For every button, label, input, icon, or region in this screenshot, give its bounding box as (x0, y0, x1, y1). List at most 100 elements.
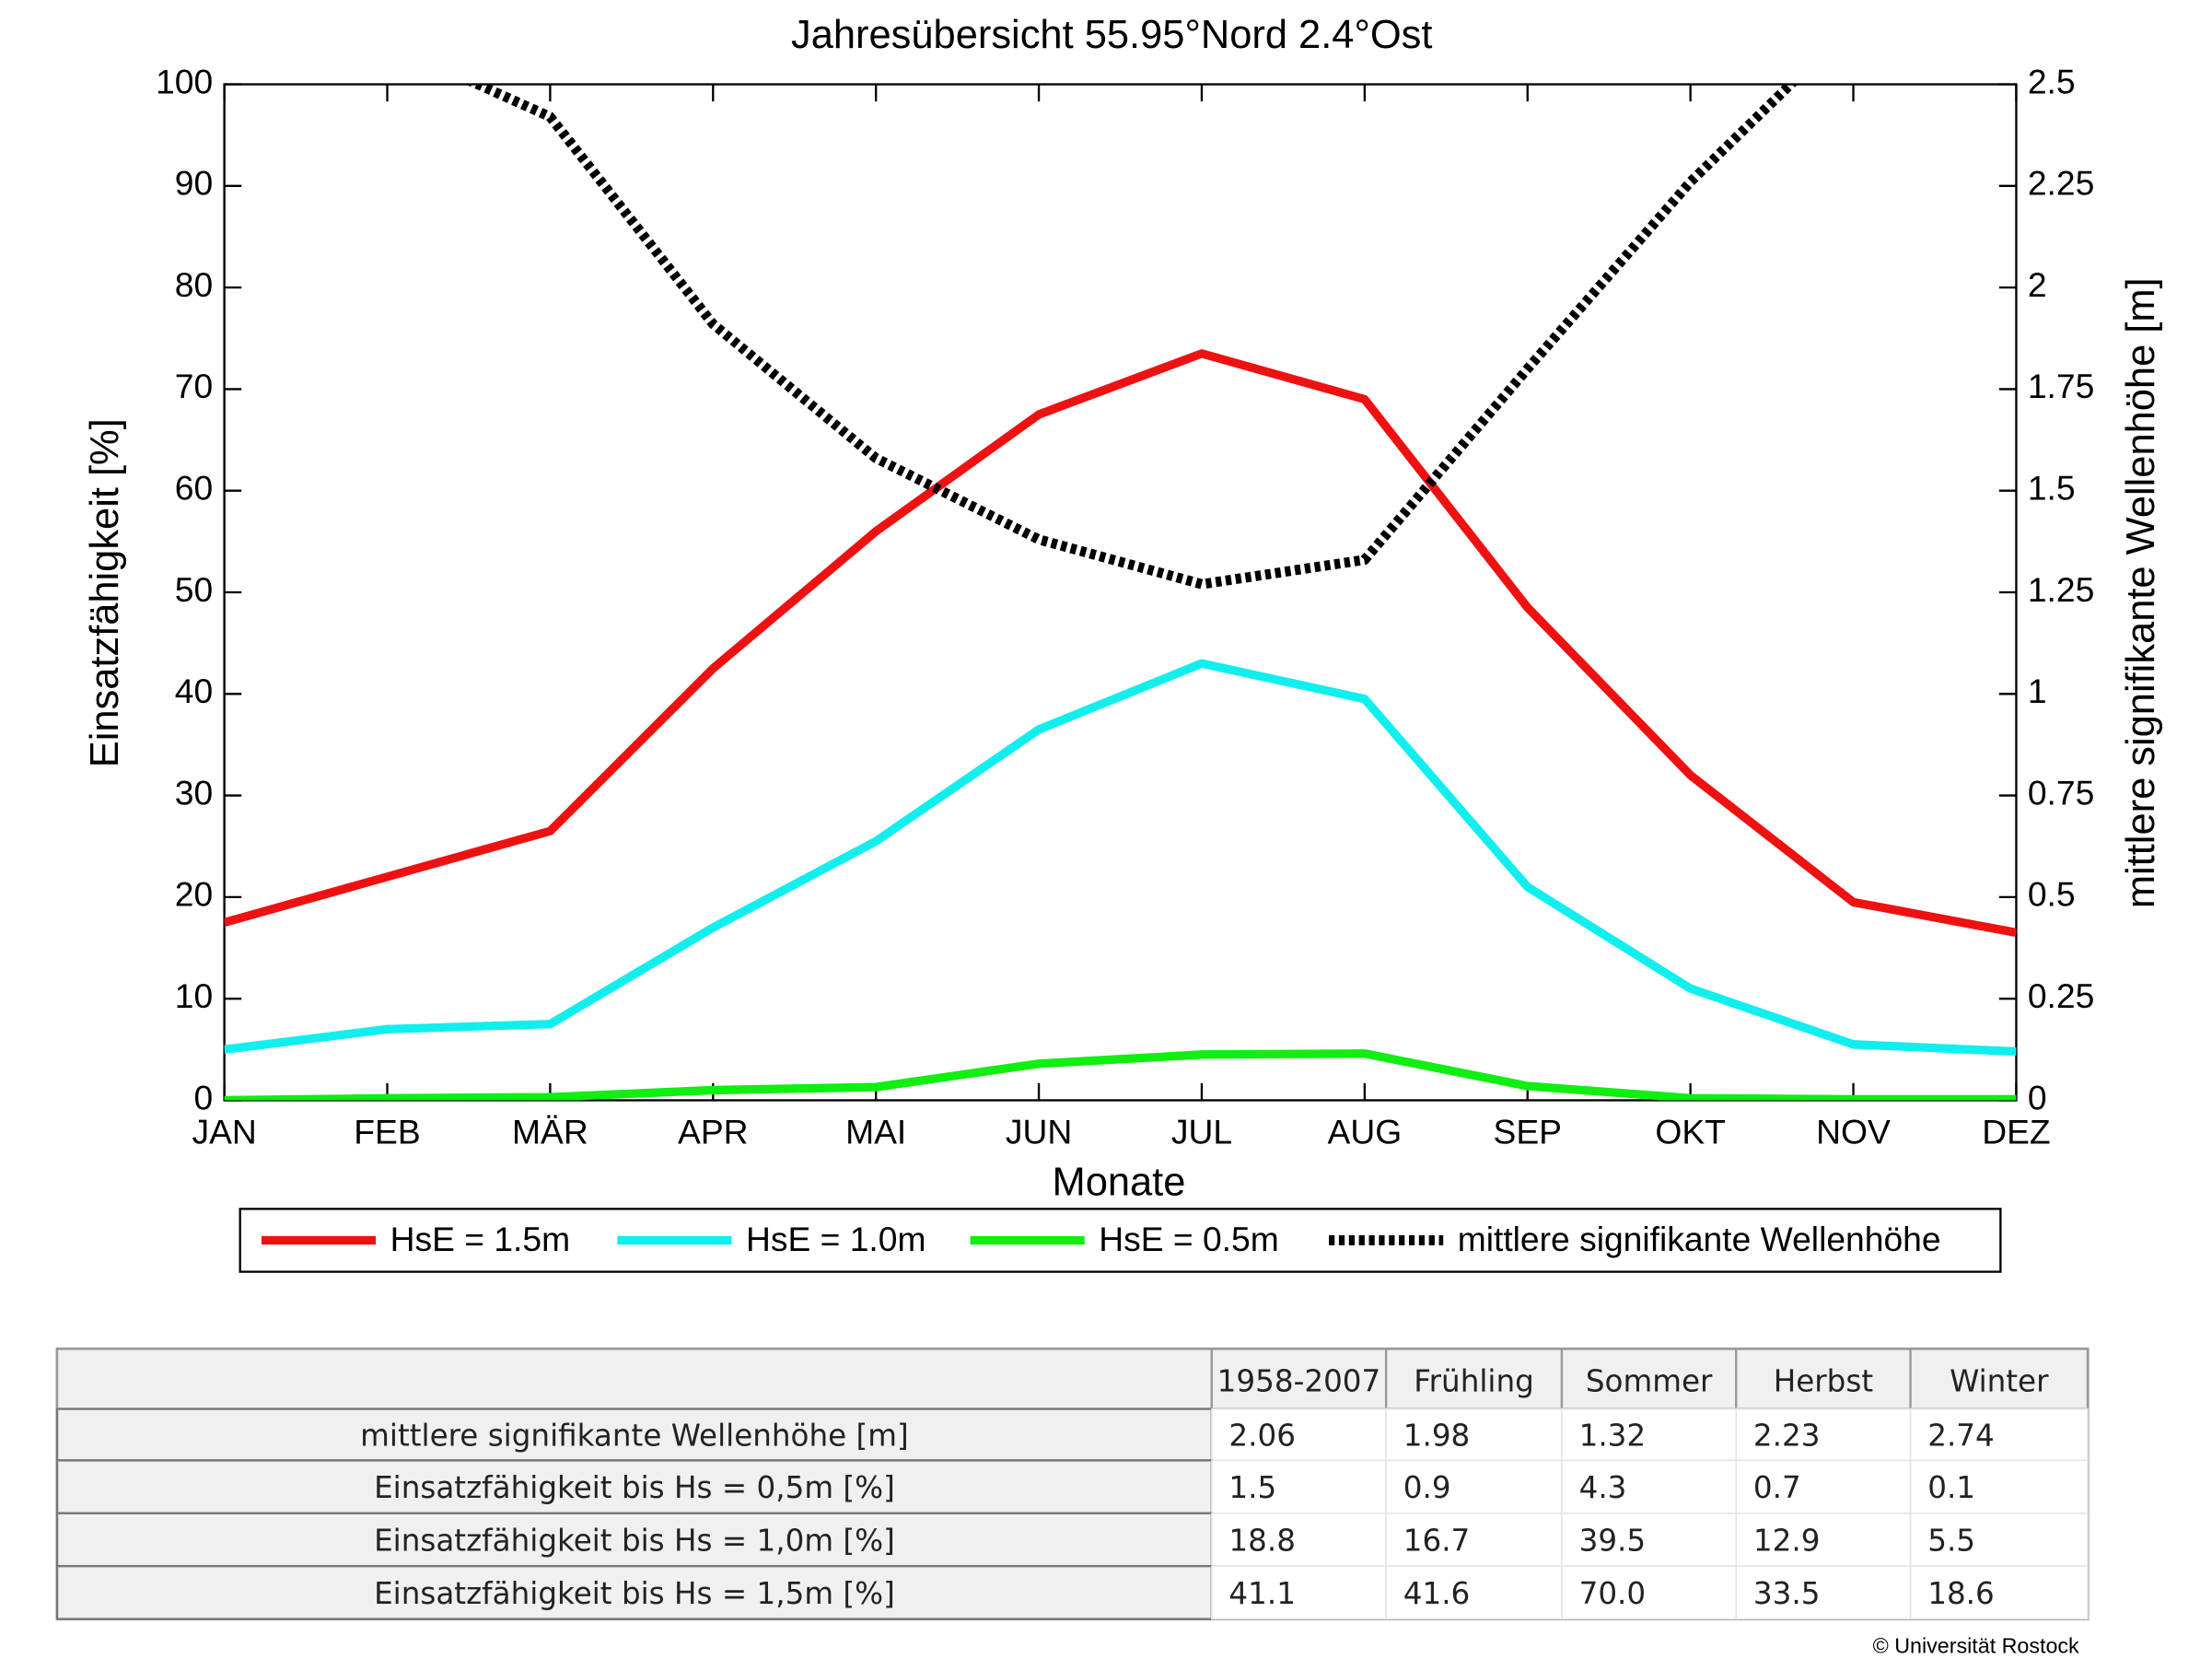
value-text: 2.23 (1753, 1419, 1821, 1454)
legend-label: mittlere signifikante Wellenhöhe (1458, 1220, 1941, 1258)
row-label-cell (55, 1408, 1213, 1462)
y-tick-label: 60 (175, 469, 213, 508)
value-cell (1385, 1459, 1563, 1514)
plot-lines (224, 84, 2017, 1101)
y2-axis-label: mittlere signifikante Wellenhöhe [m] (2119, 277, 2163, 908)
value-text: 0.1 (1927, 1470, 1975, 1505)
y2-tick-label: 1.25 (2028, 570, 2094, 609)
value-cell (1385, 1512, 1563, 1567)
series-line (465, 84, 1799, 590)
value-cell (1909, 1512, 2089, 1567)
value-text: 70.0 (1579, 1576, 1647, 1611)
value-cell (1561, 1512, 1738, 1567)
series-line (224, 1049, 2017, 1101)
header-cell (1210, 1348, 1388, 1410)
y-tick-label: 90 (175, 164, 213, 203)
y2-tick-label: 1.75 (2028, 367, 2094, 405)
value-cell (1735, 1565, 1912, 1620)
series-line (224, 349, 2017, 938)
legend-label: HsE = 1.0m (746, 1220, 926, 1258)
y2-tick-label: 0.75 (2028, 773, 2094, 812)
x-tick-label: AUG (1328, 1113, 1403, 1151)
x-tick-label: FEB (354, 1113, 420, 1151)
header-cell (1384, 1348, 1564, 1410)
legend-box (239, 1208, 2002, 1273)
y-tick-label: 70 (175, 367, 213, 405)
y-tick-label: 100 (156, 62, 213, 100)
x-tick-label: OKT (1655, 1113, 1726, 1151)
x-tick-label: APR (678, 1113, 749, 1151)
copyright: © Universität Rostock (1873, 1634, 2079, 1658)
value-text: 2.74 (1927, 1419, 1995, 1454)
value-text: 5.5 (1927, 1524, 1975, 1559)
value-cell (1211, 1565, 1387, 1620)
value-cell (1211, 1512, 1387, 1567)
y2-tick-label: 2.5 (2028, 62, 2076, 100)
value-text: 41.6 (1403, 1576, 1471, 1611)
table-corner (55, 1348, 1213, 1410)
value-text: 39.5 (1579, 1524, 1647, 1559)
y-tick-label: 10 (175, 976, 213, 1015)
y2-tick-label: 1 (2028, 672, 2047, 710)
row-label: Einsatzfähigkeit bis Hs = 1,5m [%] (374, 1576, 895, 1611)
header-cell (1909, 1348, 2090, 1410)
value-cell (1561, 1459, 1738, 1514)
y2-tick-label: 0 (2028, 1078, 2047, 1116)
value-text: 41.1 (1228, 1576, 1296, 1611)
y-tick-label: 50 (175, 570, 213, 609)
header-text: Herbst (1774, 1364, 1873, 1399)
y-tick-label: 40 (175, 672, 213, 710)
value-text: 0.7 (1753, 1470, 1801, 1505)
value-cell (1735, 1459, 1912, 1514)
row-label: Einsatzfähigkeit bis Hs = 0,5m [%] (374, 1470, 895, 1505)
y2-tick-label: 2 (2028, 265, 2047, 304)
y2-tick-label: 0.25 (2028, 976, 2094, 1015)
y-tick-label: 20 (175, 875, 213, 914)
x-tick-label: MÄR (512, 1113, 588, 1151)
value-text: 2.06 (1228, 1419, 1296, 1454)
y-tick-label: 80 (175, 265, 213, 304)
legend-label: HsE = 1.5m (390, 1220, 571, 1258)
value-cell (1385, 1565, 1563, 1620)
y-tick-label: 0 (193, 1078, 213, 1116)
value-text: 18.8 (1228, 1524, 1296, 1559)
row-label-cell (55, 1512, 1213, 1568)
value-text: 1.98 (1403, 1419, 1471, 1454)
value-text: 1.32 (1579, 1419, 1647, 1454)
value-text: 16.7 (1403, 1524, 1471, 1559)
x-tick-label: JAN (192, 1113, 256, 1151)
y2-tick-label: 1.5 (2028, 469, 2076, 508)
value-text: 18.6 (1927, 1576, 1995, 1611)
value-cell (1909, 1408, 2089, 1462)
header-text: 1958-2007 (1217, 1364, 1381, 1399)
plot-frame (223, 83, 2018, 1102)
value-cell (1909, 1565, 2089, 1620)
value-cell (1561, 1408, 1738, 1462)
x-tick-label: JUL (1171, 1113, 1232, 1151)
row-label-cell (55, 1459, 1213, 1514)
x-tick-label: MAI (845, 1113, 906, 1151)
y2-tick-label: 2.25 (2028, 164, 2094, 203)
header-text: Sommer (1586, 1364, 1713, 1399)
x-tick-label: JUN (1006, 1113, 1072, 1151)
value-text: 33.5 (1753, 1576, 1821, 1611)
row-label: mittlere signifikante Wellenhöhe [m] (360, 1419, 909, 1454)
value-text: 0.9 (1403, 1470, 1451, 1505)
series-line (224, 659, 2017, 1057)
value-text: 1.5 (1228, 1470, 1276, 1505)
header-text: Frühling (1414, 1364, 1534, 1399)
x-axis-label: Monate (1053, 1160, 1186, 1204)
value-text: 4.3 (1579, 1470, 1627, 1505)
value-text: 12.9 (1753, 1524, 1821, 1559)
row-label: Einsatzfähigkeit bis Hs = 1,0m [%] (374, 1524, 895, 1559)
header-text: Winter (1950, 1364, 2049, 1399)
x-tick-label: SEP (1493, 1113, 1561, 1151)
x-tick-label: NOV (1816, 1113, 1891, 1151)
legend-label: HsE = 0.5m (1099, 1220, 1279, 1258)
row-label-cell (55, 1565, 1213, 1620)
x-tick-label: DEZ (1982, 1113, 2050, 1151)
chart-title: Jahresübersicht 55.95°Nord 2.4°Ost (791, 13, 1432, 57)
y-tick-label: 30 (175, 773, 213, 812)
